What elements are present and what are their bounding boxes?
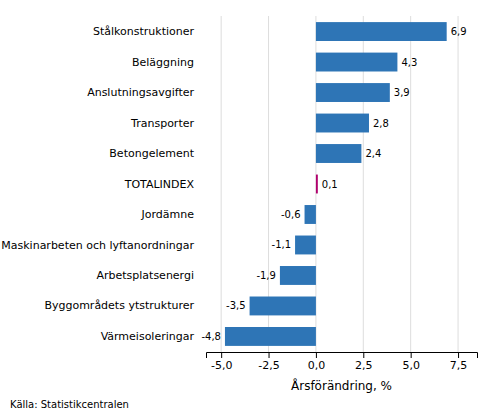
bar (225, 327, 316, 346)
y-tick-label: Maskinarbeten och lyftanordningar (1, 239, 194, 252)
y-tick: Anslutningsavgifter (87, 86, 194, 99)
bar (305, 205, 316, 224)
y-tick-label: Beläggning (132, 56, 194, 69)
y-tick-label: Värmeisoleringar (101, 330, 195, 343)
data-label: 4,3 (401, 57, 417, 68)
data-label: -3,5 (226, 300, 246, 311)
bar (316, 83, 390, 102)
data-label: 0,1 (322, 179, 338, 190)
x-axis-title: Årsförändring, % (291, 378, 392, 393)
x-tick-mark (316, 352, 317, 358)
data-label: -1,9 (256, 270, 276, 281)
x-tick-mark (411, 352, 412, 358)
y-tick-label: TOTALINDEX (124, 178, 195, 191)
y-tick: Transporter (130, 117, 194, 130)
source-note: Källa: Statistikcentralen (10, 399, 129, 410)
data-label: -1,1 (272, 239, 292, 250)
x-tick: -2,5 (258, 352, 279, 372)
grid-line (221, 16, 222, 352)
bars (225, 22, 447, 346)
x-tick-label: 0,0 (308, 359, 326, 372)
data-label: 6,9 (451, 26, 467, 37)
data-label: -4,8 (201, 331, 221, 342)
bar (280, 266, 316, 285)
x-tick-mark (221, 352, 222, 358)
y-tick: Stålkonstruktioner (93, 25, 195, 38)
y-tick: Värmeisoleringar (101, 330, 195, 343)
chart: -5,0 -2,5 0,0 2,5 5,0 7,5 Stålkonstruktioner Be… (0, 0, 493, 416)
x-tick: 7,5 (450, 352, 468, 372)
x-tick: 0,0 (308, 352, 326, 372)
x-tick-mark (363, 352, 364, 358)
bar (316, 114, 369, 133)
y-tick: Beläggning (132, 56, 194, 69)
bar (316, 22, 447, 41)
data-labels: -4,8 -3,5 -1,9 -1,1 -0,6 0,1 2,4 2,8 3,9 4,3 6,9 (201, 26, 466, 342)
y-tick: TOTALINDEX (124, 178, 195, 191)
bar (295, 236, 316, 255)
x-tick-label: -2,5 (258, 359, 279, 372)
grid (221, 16, 458, 352)
x-tick: 2,5 (355, 352, 373, 372)
x-tick-label: 7,5 (450, 359, 468, 372)
y-axis: Stålkonstruktioner Beläggning Anslutningsa… (1, 25, 194, 343)
data-label: 3,9 (394, 87, 410, 98)
y-tick-label: Transporter (130, 117, 194, 130)
bar (316, 144, 361, 163)
x-tick-mark (269, 352, 270, 358)
x-tick: 5,0 (402, 352, 420, 372)
x-axis-line (207, 353, 478, 359)
x-tick-label: -5,0 (211, 359, 232, 372)
y-tick-label: Jordämne (141, 208, 195, 221)
data-label: 2,4 (365, 148, 381, 159)
y-tick: Jordämne (141, 208, 195, 221)
bar (250, 297, 316, 316)
y-tick-label: Stålkonstruktioner (93, 25, 195, 38)
bar (316, 53, 397, 72)
x-tick-label: 5,0 (402, 359, 420, 372)
x-tick: -5,0 (211, 352, 232, 372)
bar (316, 175, 318, 194)
grid-line (458, 16, 459, 352)
plot: -5,0 -2,5 0,0 2,5 5,0 7,5 Stålkonstruktioner Be… (1, 16, 477, 372)
x-tick-label: 2,5 (355, 359, 373, 372)
data-label: -0,6 (281, 209, 301, 220)
y-tick: Maskinarbeten och lyftanordningar (1, 239, 194, 252)
y-tick: Arbetsplatsenergi (96, 269, 194, 282)
y-tick: Byggområdets ytstrukturer (44, 299, 194, 312)
y-tick-label: Arbetsplatsenergi (96, 269, 194, 282)
y-tick-label: Anslutningsavgifter (87, 86, 194, 99)
y-tick: Betongelement (109, 147, 194, 160)
x-axis: -5,0 -2,5 0,0 2,5 5,0 7,5 (207, 352, 478, 372)
data-label: 2,8 (373, 118, 389, 129)
y-tick-label: Betongelement (109, 147, 194, 160)
x-tick-mark (458, 352, 459, 358)
y-tick-label: Byggområdets ytstrukturer (44, 299, 194, 312)
